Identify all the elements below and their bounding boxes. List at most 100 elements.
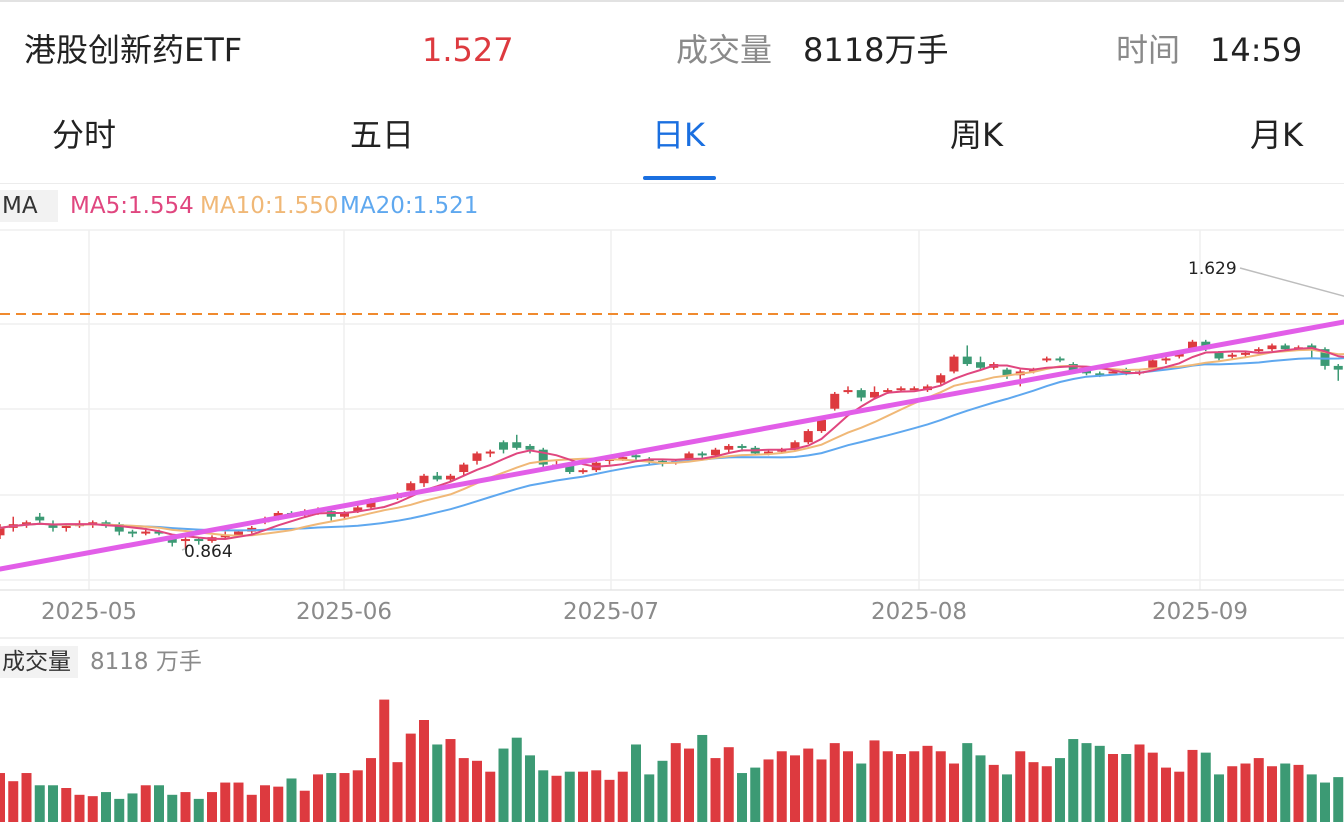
tab-five-day[interactable]: 五日 [350,116,415,154]
tab-intraday[interactable]: 分时 [52,116,117,154]
volume-bar [233,782,244,822]
x-tick-label: 2025-05 [41,599,137,625]
candle-body [684,453,694,459]
volume-bar [445,739,456,822]
volume-bar [1227,766,1238,822]
volume-bar [127,793,138,822]
tab-daily-k[interactable]: 日K [652,116,705,154]
volume-bar [1161,767,1171,822]
volume-bar [154,785,164,822]
volume-bar [1108,754,1118,822]
volume-bar [180,792,191,822]
candle-body [1227,354,1237,357]
tab-weekly-k[interactable]: 周K [950,116,1003,154]
x-tick-label: 2025-09 [1152,599,1248,625]
candle-body [128,531,137,534]
volume-bar [379,699,390,822]
candle-body [353,507,363,512]
candle-body [432,475,442,480]
volume-legend-value: 8118 万手 [90,649,202,675]
volume-bar [697,734,708,822]
x-tick-label: 2025-06 [296,599,392,625]
volume-bar [246,794,257,822]
x-axis-labels: 2025-05 2025-06 2025-07 2025-08 2025-09 [41,599,1248,625]
candle-body [154,531,164,534]
candle-body [167,537,177,543]
volume-bar [313,774,323,822]
volume-bar [419,720,429,822]
candle-body [909,388,919,391]
volume-bars [0,699,1344,822]
candle-body [631,455,641,458]
security-name: 港股创新药ETF [24,31,243,69]
volume-bar [644,774,655,822]
volume-bar [949,763,959,822]
annotations: 1.629 0.864 [181,259,1344,562]
candle-body [976,362,985,368]
volume-bar [670,743,681,822]
candle-body [697,453,707,456]
volume-bar [988,764,999,822]
candle-body [48,524,58,528]
candle-body [896,388,906,391]
candle-body [512,442,522,448]
candle-body [194,539,204,542]
volume-bar [167,794,178,822]
candle-body [790,442,800,450]
candle-body [366,499,376,508]
tab-monthly-k[interactable]: 月K [1250,116,1303,154]
volume-bar [207,792,217,822]
volume-bar [1200,752,1211,822]
volume-bar [339,773,350,822]
active-tab-indicator [643,176,716,180]
volume-bar [101,792,111,822]
volume-bar [1214,774,1224,822]
volume-bar [1121,754,1132,822]
volume-bar [684,748,694,822]
candle-body [618,457,628,460]
volume-bar [458,758,469,822]
volume-bar [564,771,575,822]
volume-bar [776,751,787,822]
volume-bar [1306,774,1317,822]
candle-body [949,356,959,372]
candle-body [724,445,734,450]
candle-body [35,516,45,521]
candle-body [1320,349,1330,366]
ma10-line [0,348,1344,537]
candle-body [658,460,667,463]
volume-bar [816,759,827,822]
volume-bar [909,751,920,822]
volume-bar [1320,782,1330,822]
candle-body [962,356,972,365]
chart-grid [0,229,1344,639]
candle-body [1214,352,1224,359]
ma-lines [0,346,1344,541]
candle-body [1188,341,1197,350]
volume-bar [193,798,204,822]
candle-body [1095,373,1105,376]
volume-legend-label: 成交量 [2,649,71,675]
volume-bar [538,770,549,822]
candle-body [22,522,31,525]
volume-bar [1068,739,1079,822]
candle-body [1241,352,1250,355]
candle-body [1148,360,1158,368]
volume-bar [829,743,840,822]
volume-bar [1015,751,1026,822]
candle-body [565,464,575,473]
volume-bar [1094,745,1105,822]
min-price-label: 0.864 [184,542,233,562]
volume-bar [1174,771,1185,822]
ma20-value: MA20:1.521 [340,193,479,219]
ma-tag-bg [0,190,58,222]
volume-bar [220,782,231,822]
volume-bar [723,747,734,822]
candle-body [419,475,429,484]
candle-body [711,449,720,456]
volume-bar [710,758,721,822]
volume-bar [617,771,628,822]
candle-body [1029,369,1038,372]
volume-bar [856,763,867,822]
